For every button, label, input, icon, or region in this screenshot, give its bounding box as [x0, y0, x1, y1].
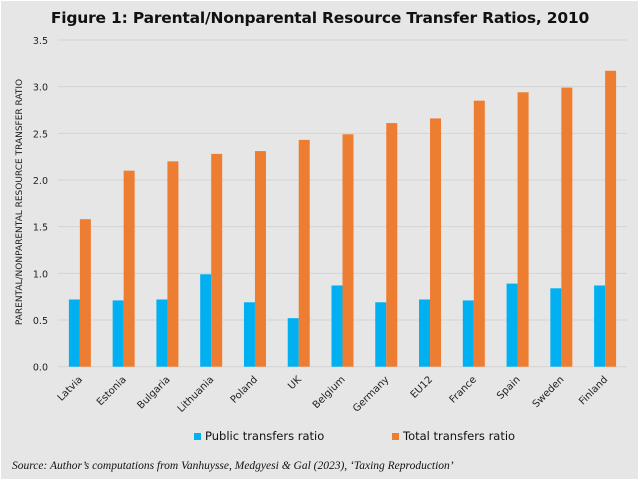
bar-public-spain	[506, 283, 518, 367]
bar-total-spain	[517, 92, 529, 367]
bar-total-bulgaria	[167, 161, 179, 367]
bar-public-poland	[243, 302, 255, 367]
bar-public-finland	[594, 285, 606, 367]
legend-swatch-total	[392, 432, 399, 440]
bar-public-latvia	[68, 299, 80, 367]
bar-total-finland	[605, 70, 617, 367]
y-axis-label: PARENTAL/NONPARENTAL RESOURCE TRANSFER R…	[15, 79, 26, 326]
y-tick-label: 1.0	[33, 269, 48, 280]
bar-public-sweden	[550, 288, 562, 367]
legend: Public transfers ratio Total transfers r…	[0, 429, 640, 447]
x-tick-label: Belgium	[311, 374, 348, 411]
bar-public-eu12	[419, 299, 431, 367]
legend-item-public: Public transfers ratio	[194, 429, 324, 443]
bar-total-estonia	[123, 170, 135, 367]
bar-total-belgium	[342, 134, 354, 367]
bar-total-sweden	[561, 87, 573, 367]
y-tick-labels: 0.0 0.5 1.0 1.5 2.0 2.5 3.0 3.5	[33, 36, 48, 374]
x-tick-label: Bulgaria	[135, 374, 172, 411]
bar-public-lithuania	[200, 274, 212, 367]
bar-public-belgium	[331, 285, 343, 367]
y-tick-label: 2.0	[33, 176, 48, 187]
bar-total-germany	[386, 123, 398, 367]
bar-total-poland	[254, 151, 266, 367]
y-tick-label: 0.5	[33, 316, 48, 327]
bar-total-latvia	[79, 219, 91, 367]
x-tick-label: Poland	[229, 374, 260, 405]
bar-total-lithuania	[211, 153, 223, 367]
bar-public-estonia	[112, 300, 124, 367]
x-tick-label: Spain	[495, 374, 523, 402]
x-tick-label: Germany	[351, 374, 391, 414]
x-tick-label: France	[448, 374, 479, 405]
bar-total-uk	[298, 139, 310, 367]
x-tick-label: EU12	[409, 374, 435, 400]
legend-label-public: Public transfers ratio	[205, 429, 325, 443]
x-tick-label: UK	[286, 374, 304, 392]
bars	[68, 70, 617, 367]
chart-title: Figure 1: Parental/Nonparental Resource …	[50, 9, 590, 27]
bar-public-uk	[287, 318, 299, 367]
x-tick-label: Lithuania	[176, 374, 217, 415]
x-tick-label: Finland	[577, 374, 610, 407]
legend-item-total: Total transfers ratio	[392, 429, 515, 443]
y-tick-label: 2.5	[33, 129, 48, 140]
bar-public-germany	[375, 302, 387, 367]
legend-label-total: Total transfers ratio	[403, 429, 516, 443]
x-tick-label: Latvia	[56, 374, 85, 403]
x-tick-label: Sweden	[531, 374, 567, 410]
y-tick-label: 3.5	[33, 36, 48, 47]
legend-swatch-public	[194, 432, 201, 440]
bar-total-france	[473, 100, 485, 367]
x-tick-label: Estonia	[95, 374, 129, 408]
x-tick-labels: Latvia Estonia Bulgaria Lithuania Poland UK Be…	[56, 374, 611, 415]
y-tick-label: 0.0	[33, 363, 48, 374]
y-tick-label: 1.5	[33, 223, 48, 234]
y-tick-label: 3.0	[33, 83, 48, 94]
bar-public-france	[462, 300, 474, 367]
bar-public-bulgaria	[156, 299, 168, 367]
source-note: Source: Author’s computations from Vanhu…	[12, 460, 454, 472]
bar-total-eu12	[430, 118, 442, 367]
